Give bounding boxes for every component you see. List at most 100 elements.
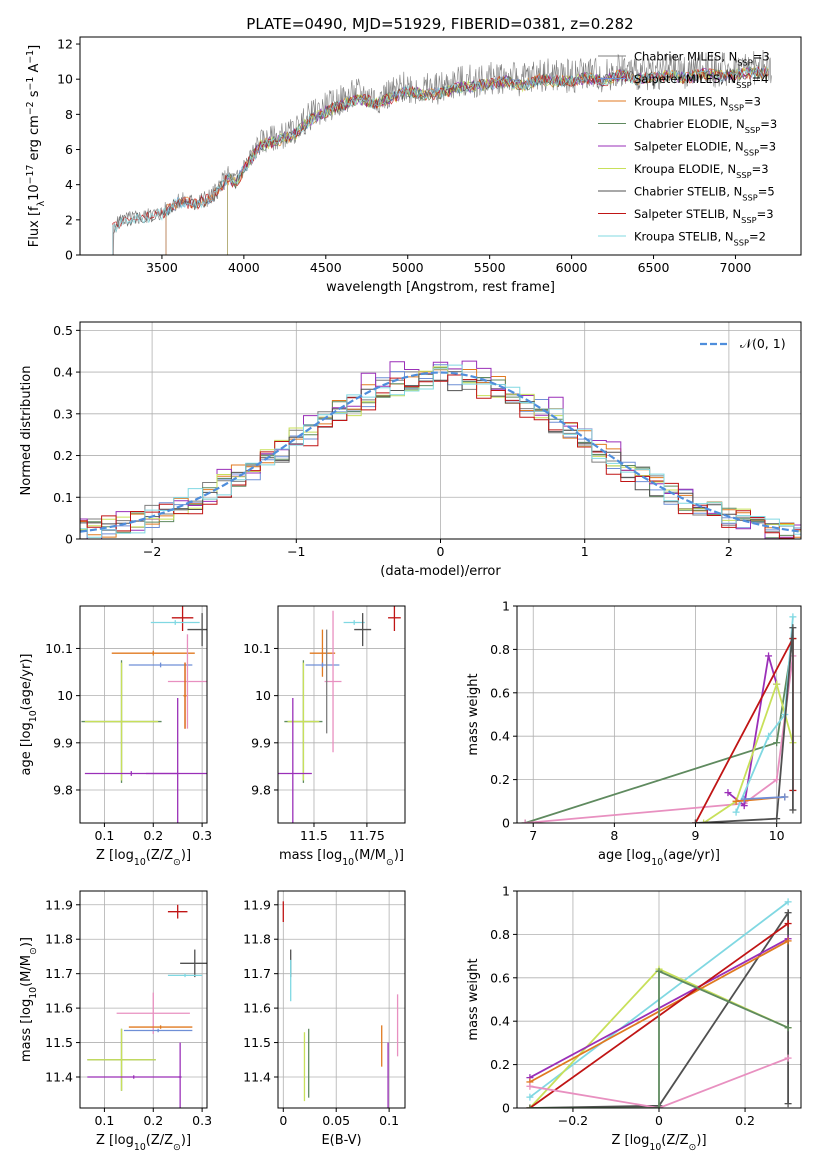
panel-age-vs-Z: 0.1 0.2 0.3 9.8 9.9 10 10.1 Z [log10(Z/Z⊙)] age …: [19, 605, 212, 868]
weight-marker: [773, 739, 781, 747]
axes-frame: [516, 605, 802, 824]
legend-entry: Chabrier MILES, NSSP=3: [634, 50, 770, 68]
errorbar-kroupa-stelib: [343, 620, 365, 625]
plot-area-spectrum: [112, 49, 772, 255]
errorbar-kroupa-stelib-pink: [324, 610, 342, 753]
weight-marker: [784, 1054, 792, 1062]
errorbar-salpeter-stelib: [171, 606, 194, 632]
weight-marker: [724, 789, 732, 797]
legend-entry: Salpeter STELIB, NSSP=3: [634, 207, 774, 225]
plot-area-mass-weight-vs-Z: [526, 898, 792, 1108]
axes-frame: [79, 36, 802, 256]
errorbar-kroupa-elodie: [87, 1028, 156, 1091]
errorbar-salpeter-miles: [128, 662, 193, 668]
x-tick-label: 0.3: [192, 1113, 212, 1128]
panel-spectrum: 3500 4000 4500 5000 5500 6000 6500 7000 0 2 4 6 8 10 1…: [25, 36, 802, 295]
y-tick-label: 0.4: [490, 729, 510, 744]
y-tick-label: 11.6: [45, 1001, 73, 1016]
weight-marker: [784, 898, 792, 906]
legend-entry: 𝒩(0, 1): [740, 336, 786, 351]
y-tick-label: 2: [65, 212, 73, 227]
weight-line-kroupa-stelib-pink: [529, 1057, 789, 1108]
x-axis-label: age [log10(age/yr)]: [598, 848, 720, 868]
y-tick-label: 0.5: [53, 323, 73, 338]
axes-mass-weight-vs-Z: −0.2 0 0.2 0 0.2 0.4 0.6 0.8 1 Z [log10(Z/Z⊙)] mas…: [466, 884, 802, 1153]
x-tick-label: 7000: [720, 260, 752, 275]
y-axis-label: Flux [fλ10−17 erg cm−2 s−1 A−1]: [25, 45, 47, 247]
x-tick-label: 4000: [228, 260, 260, 275]
axes-frame: [79, 605, 208, 824]
weight-marker: [781, 793, 789, 801]
y-tick-label: 11.5: [45, 1035, 73, 1050]
weight-marker: [789, 613, 797, 621]
y-tick-label: 10.1: [45, 641, 73, 656]
legend-entry: Salpeter ELODIE, NSSP=3: [634, 140, 776, 158]
weight-marker: [773, 680, 781, 688]
y-tick-label: 0: [502, 1101, 510, 1116]
errorbar-salpeter-miles: [305, 662, 340, 668]
errorbar-salpeter-elodie: [84, 771, 178, 776]
legend-entry: Salpeter MILES, NSSP=4: [634, 72, 769, 90]
errorbar-kroupa-miles: [309, 629, 336, 677]
y-tick-label: 1: [502, 599, 510, 614]
x-tick-label: 0.1: [94, 1113, 114, 1128]
histogram-kroupa-stelib: [80, 364, 801, 538]
histogram-salpeter-stelib: [80, 374, 801, 539]
x-tick-label: 6000: [556, 260, 588, 275]
y-tick-label: 0.8: [490, 927, 510, 942]
weight-marker: [740, 802, 748, 810]
x-axis-label: Z [log10(Z/Z⊙)]: [96, 848, 191, 868]
y-tick-label: 11.9: [243, 897, 271, 912]
errorbar-salpeter-miles: [123, 1028, 193, 1033]
axes-frame: [79, 890, 208, 1109]
weight-marker: [655, 1104, 663, 1108]
axes-mass-weight-vs-age: 7 8 9 10 0 0.2 0.4 0.6 0.8 1 age [log10(age/yr)] ma…: [466, 599, 802, 868]
weight-marker: [526, 1093, 534, 1101]
y-tick-label: 11.9: [45, 897, 73, 912]
errorbar-kroupa-stelib-pink: [116, 992, 190, 1034]
errorbar-chabrier-stelib: [354, 613, 372, 647]
weight-marker: [765, 732, 773, 740]
histogram-salpeter-miles: [80, 364, 801, 539]
x-tick-label: 0: [437, 544, 445, 559]
y-axis-label: mass weight: [466, 673, 481, 755]
plot-area-age-vs-Z: [81, 606, 207, 823]
x-tick-label: 5000: [392, 260, 424, 275]
weight-marker: [784, 1024, 792, 1032]
axes-frame: [277, 605, 406, 824]
residual-legend: 𝒩(0, 1): [700, 336, 786, 351]
y-tick-label: 0: [65, 532, 73, 547]
spectrum-legend: Chabrier MILES, NSSP=3 Salpeter MILES, NS…: [598, 50, 777, 248]
y-tick-label: 0.2: [490, 1057, 510, 1072]
x-axis-label: wavelength [Angstrom, rest frame]: [326, 280, 555, 295]
y-axis-label: Normed distribution: [19, 366, 34, 496]
panel-mass-weight-vs-age: 7 8 9 10 0 0.2 0.4 0.6 0.8 1 age [log10(age/yr)] ma…: [466, 599, 802, 868]
weight-marker: [789, 624, 797, 632]
x-tick-label: 0: [279, 1113, 287, 1128]
errorbar-salpeter-elodie: [178, 1042, 182, 1108]
weight-marker: [521, 819, 529, 823]
axes-mass-vs-Z: 0.1 0.2 0.3 11.4 11.5 11.6 11.7 11.8 11.9 Z [log1…: [19, 890, 212, 1153]
axes-frame: [277, 890, 406, 1109]
y-tick-label: 9.8: [251, 782, 271, 797]
weight-line-chabrier-stelib: [529, 909, 789, 1108]
errorbar-kroupa-miles: [183, 662, 187, 729]
errorbar-kroupa-stelib: [150, 620, 200, 625]
histogram-kroupa-miles: [80, 368, 801, 538]
axes-age-vs-Z: 0.1 0.2 0.3 9.8 9.9 10 10.1 Z [log10(Z/Z⊙)] age …: [19, 605, 212, 868]
x-tick-label: −1: [287, 544, 305, 559]
legend-entry: Kroupa STELIB, NSSP=2: [634, 230, 766, 248]
x-tick-label: 11.75: [349, 828, 385, 843]
x-tick-label: 10: [769, 828, 785, 843]
x-axis-label: E(B-V): [321, 1133, 361, 1148]
x-tick-label: 0.2: [143, 1113, 163, 1128]
weight-marker: [784, 937, 792, 945]
weight-marker: [732, 797, 740, 805]
errorbar-salpeter-elodie: [87, 1075, 181, 1079]
figure-title: PLATE=0490, MJD=51929, FIBERID=0381, z=0…: [246, 15, 633, 33]
y-axis-label: mass weight: [466, 958, 481, 1040]
axes-residuals: −2 −1 0 1 2 0 0.1 0.2 0.3 0.4 0.5 (data-model)/erro…: [19, 321, 802, 579]
legend-entry: Chabrier ELODIE, NSSP=3: [634, 117, 777, 135]
y-tick-label: 10: [255, 688, 271, 703]
